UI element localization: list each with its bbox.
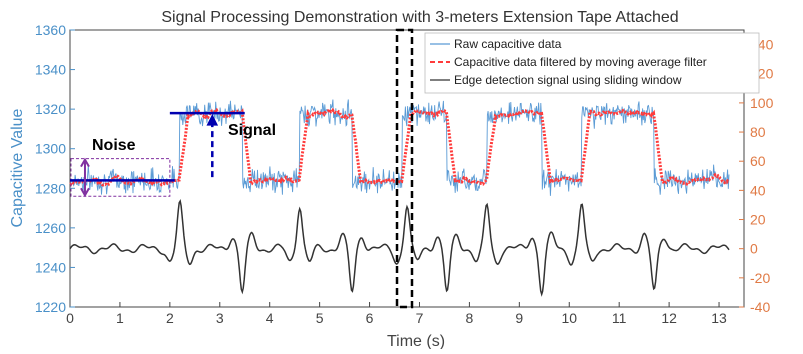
y-tick-label-right: -40 xyxy=(750,299,770,315)
y-tick-label-left: 1340 xyxy=(35,62,66,78)
x-tick-label: 10 xyxy=(561,310,577,326)
x-tick-label: 2 xyxy=(166,310,174,326)
x-tick-label: 3 xyxy=(216,310,224,326)
x-tick-label: 9 xyxy=(515,310,523,326)
x-tick-label: 13 xyxy=(711,310,727,326)
y-tick-label-left: 1260 xyxy=(35,220,66,236)
x-tick-label: 0 xyxy=(66,310,74,326)
x-tick-label: 1 xyxy=(116,310,124,326)
legend-label-raw: Raw capacitive data xyxy=(454,37,562,51)
series-filtered-line xyxy=(69,107,731,188)
y-tick-label-right: 100 xyxy=(750,95,774,111)
y-tick-label-left: 1240 xyxy=(35,259,66,275)
y-tick-label-left: 1280 xyxy=(35,180,66,196)
signal-annotation-label: Signal xyxy=(228,122,276,139)
y-tick-label-left: 1320 xyxy=(35,101,66,117)
y-tick-label-left: 1300 xyxy=(35,141,66,157)
highlight-window xyxy=(395,28,414,309)
x-tick-label: 4 xyxy=(266,310,274,326)
series-edge-line xyxy=(69,199,730,297)
noise-arrow-head-up xyxy=(80,157,90,168)
legend: Raw capacitive data Capacitive data filt… xyxy=(424,32,760,94)
noise-annotation-label: Noise xyxy=(92,137,136,154)
chart-title: Signal Processing Demonstration with 3-m… xyxy=(161,9,678,26)
legend-label-filtered: Capacitive data filtered by moving avera… xyxy=(454,55,707,69)
y-tick-label-right: -20 xyxy=(750,270,770,286)
legend-label-edge: Edge detection signal using sliding wind… xyxy=(454,73,682,87)
x-tick-label: 8 xyxy=(466,310,474,326)
x-tick-label: 7 xyxy=(416,310,424,326)
x-axis-label: Time (s) xyxy=(387,333,445,349)
x-tick-label: 5 xyxy=(316,310,324,326)
y-tick-label-right: 60 xyxy=(750,153,766,169)
x-tick-label: 12 xyxy=(661,310,677,326)
plot-frame xyxy=(69,29,745,308)
signal-arrow-head xyxy=(206,113,219,126)
plot-area: 0 1 2 3 4 5 6 7 8 9 10 11 12 131220124012601280130013… xyxy=(35,22,774,326)
x-tick-label: 6 xyxy=(366,310,374,326)
noise-arrow-head-down xyxy=(80,187,90,198)
y-axis-label-left: Capacitive Value xyxy=(9,108,26,227)
y-tick-label-left: 1360 xyxy=(35,22,66,38)
x-tick-label: 11 xyxy=(612,310,627,326)
y-tick-label-right: 40 xyxy=(750,182,766,198)
y-tick-label-right: 20 xyxy=(750,212,766,228)
y-tick-label-right: 0 xyxy=(750,241,758,257)
y-tick-label-left: 1220 xyxy=(35,299,66,315)
legend-box xyxy=(424,32,760,94)
noise-band-box xyxy=(70,158,171,197)
y-tick-label-right: 80 xyxy=(750,124,766,140)
